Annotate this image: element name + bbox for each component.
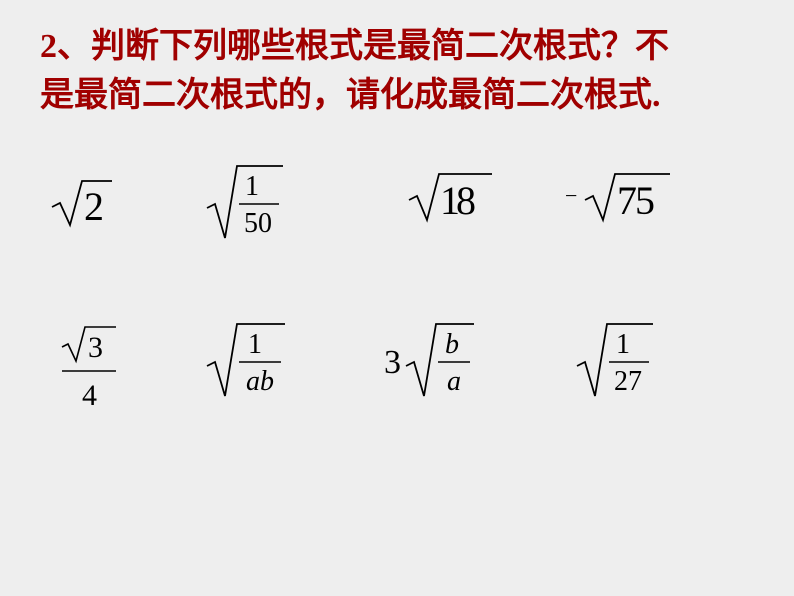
svg-text:1: 1 — [616, 329, 630, 360]
formula-sqrt-1-27: 1 27 — [575, 318, 670, 408]
svg-text:−: − — [565, 183, 577, 208]
title-number: 2 — [40, 28, 57, 65]
svg-text:b: b — [445, 329, 459, 360]
svg-text:5: 5 — [635, 178, 655, 223]
svg-text:2: 2 — [84, 184, 104, 229]
title-line1: 判断下列哪些根式是最简二次根式？不 — [91, 28, 669, 65]
title-separator: 、 — [57, 28, 91, 65]
formula-sqrt-2: 2 — [50, 175, 125, 235]
formula-sqrt-1-50: 1 50 — [205, 160, 300, 250]
formula-3-sqrt-b-a: 3 b a — [382, 318, 492, 408]
svg-text:50: 50 — [244, 208, 272, 239]
svg-text:1: 1 — [245, 171, 259, 202]
svg-text:27: 27 — [614, 366, 642, 397]
formula-sqrt-18: 1 8 — [407, 170, 502, 230]
formula-sqrt-1-ab: 1 ab — [205, 318, 300, 408]
title-line2: 是最简二次根式的，请化成最简二次根式. — [40, 77, 661, 114]
problem-title: 2、判断下列哪些根式是最简二次根式？不 是最简二次根式的，请化成最简二次根式. — [40, 22, 764, 121]
svg-text:ab: ab — [246, 366, 274, 397]
formula-sqrt3-over-4: 3 4 — [58, 325, 133, 415]
svg-text:7: 7 — [617, 178, 637, 223]
svg-text:1: 1 — [248, 329, 262, 360]
formula-neg-sqrt-75: − 7 5 — [565, 170, 685, 230]
svg-text:3: 3 — [384, 344, 401, 381]
svg-text:8: 8 — [456, 178, 476, 223]
svg-text:4: 4 — [82, 379, 97, 412]
svg-text:a: a — [447, 366, 461, 397]
svg-text:3: 3 — [88, 331, 103, 364]
